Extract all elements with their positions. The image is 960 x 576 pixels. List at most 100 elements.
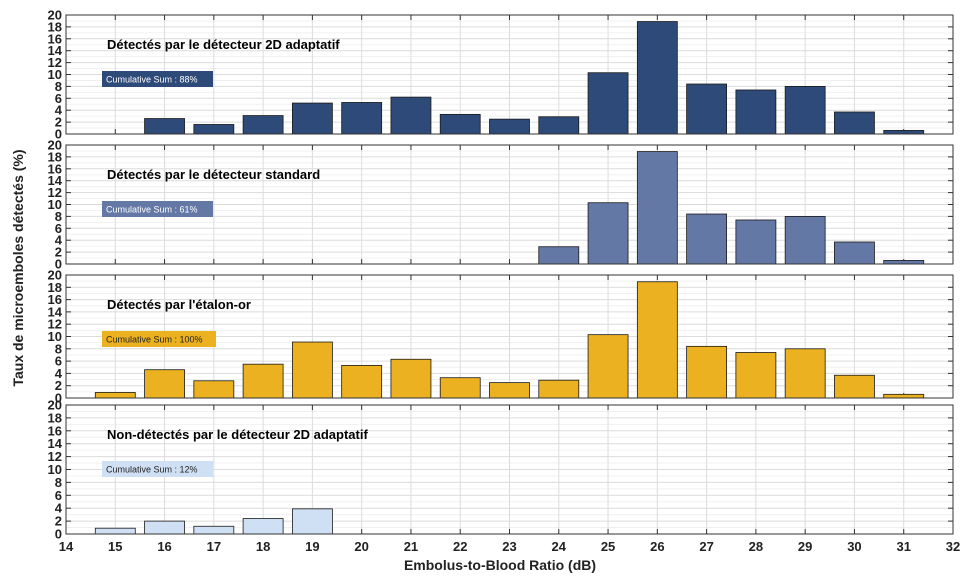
bar-19 <box>291 341 333 399</box>
y-tick-label: 16 <box>48 161 62 176</box>
bar-29 <box>784 86 826 135</box>
bar-20 <box>341 365 383 399</box>
bar-15 <box>94 392 136 399</box>
bar-16 <box>144 520 185 535</box>
bar-15 <box>94 527 136 535</box>
plot-frame <box>65 14 954 135</box>
x-tick-label: 28 <box>749 539 763 554</box>
x-tick-label: 20 <box>354 539 368 554</box>
bar-24 <box>538 379 580 399</box>
x-tick-label: 17 <box>207 539 221 554</box>
x-tick-label: 18 <box>256 539 270 554</box>
x-axis-label: Embolus-to-Blood Ratio (dB) <box>404 557 596 573</box>
bar-30 <box>834 374 875 399</box>
x-tick-label: 22 <box>453 539 467 554</box>
y-tick-label: 6 <box>55 488 62 503</box>
x-tick-label: 26 <box>650 539 664 554</box>
panel-title: Détectés par le détecteur 2D adaptatif <box>107 37 340 52</box>
y-tick-label: 10 <box>48 329 62 344</box>
bar-16 <box>144 369 185 399</box>
bar-31 <box>883 130 925 135</box>
bar-22 <box>439 113 481 135</box>
y-tick-label: 2 <box>55 514 62 529</box>
cumulative-sum-label: Cumulative Sum : 100% <box>106 335 203 345</box>
y-tick-label: 4 <box>55 103 63 118</box>
bar-19 <box>291 508 333 535</box>
cumulative-sum-label: Cumulative Sum : 88% <box>106 75 198 85</box>
bar-18 <box>242 518 284 535</box>
y-tick-label: 2 <box>55 245 62 260</box>
plot-frame <box>65 144 954 265</box>
bar-27 <box>686 83 728 135</box>
plot-frame <box>65 404 954 535</box>
y-tick-label: 0 <box>55 527 62 542</box>
bar-20 <box>341 102 383 135</box>
y-tick-label: 6 <box>55 91 62 106</box>
y-tick-label: 16 <box>48 31 62 46</box>
cumulative-sum-label: Cumulative Sum : 12% <box>106 465 198 475</box>
bar-27 <box>686 213 728 265</box>
bar-18 <box>242 115 284 135</box>
bar-27 <box>686 345 728 399</box>
bar-21 <box>390 96 432 135</box>
bar-17 <box>193 525 235 535</box>
bar-25 <box>587 202 629 265</box>
bar-31 <box>883 260 925 265</box>
y-tick-label: 18 <box>48 280 62 295</box>
y-tick-label: 2 <box>55 378 62 393</box>
y-tick-label: 20 <box>48 398 62 413</box>
y-tick-label: 6 <box>55 354 62 369</box>
cumulative-sum-label: Cumulative Sum : 61% <box>106 205 198 215</box>
x-tick-label: 16 <box>157 539 171 554</box>
cumulative-sum-badge <box>102 331 216 347</box>
y-tick-label: 14 <box>48 173 63 188</box>
panel-title: Non-détectés par le détecteur 2D adaptat… <box>107 427 368 442</box>
bar-28 <box>735 219 777 265</box>
bar-31 <box>883 393 925 399</box>
y-tick-label: 0 <box>55 127 62 142</box>
bar-23 <box>489 118 530 135</box>
panel-title: Détectés par le détecteur standard <box>107 167 320 182</box>
y-tick-label: 8 <box>55 209 62 224</box>
bar-17 <box>193 124 235 135</box>
bar-30 <box>834 241 875 265</box>
bar-25 <box>587 334 629 399</box>
x-tick-label: 31 <box>896 539 910 554</box>
y-tick-label: 14 <box>48 43 63 58</box>
bar-30 <box>834 111 875 135</box>
bar-26 <box>636 21 678 135</box>
y-tick-label: 20 <box>48 138 62 153</box>
cumulative-sum-badge <box>102 461 213 477</box>
bar-28 <box>735 89 777 135</box>
bar-26 <box>636 281 678 399</box>
y-tick-label: 18 <box>48 149 62 164</box>
bar-29 <box>784 215 826 265</box>
bar-24 <box>538 246 580 265</box>
bar-19 <box>291 102 333 135</box>
y-tick-label: 8 <box>55 341 62 356</box>
y-tick-label: 4 <box>55 366 63 381</box>
cumulative-sum-badge <box>102 71 213 87</box>
x-tick-label: 29 <box>798 539 812 554</box>
y-axis-label: Taux de microemboles détectés (%) <box>10 149 26 386</box>
x-tick-label: 14 <box>59 539 74 554</box>
y-tick-label: 2 <box>55 115 62 130</box>
y-tick-label: 4 <box>55 501 63 516</box>
y-tick-label: 20 <box>48 8 62 23</box>
y-tick-label: 16 <box>48 292 62 307</box>
y-tick-label: 14 <box>48 436 63 451</box>
y-tick-label: 12 <box>48 55 62 70</box>
bar-22 <box>439 377 481 399</box>
y-tick-label: 18 <box>48 19 62 34</box>
y-tick-label: 12 <box>48 185 62 200</box>
x-tick-label: 19 <box>305 539 319 554</box>
y-tick-label: 8 <box>55 475 62 490</box>
y-tick-label: 16 <box>48 423 62 438</box>
y-tick-label: 4 <box>55 233 63 248</box>
y-tick-label: 12 <box>48 317 62 332</box>
